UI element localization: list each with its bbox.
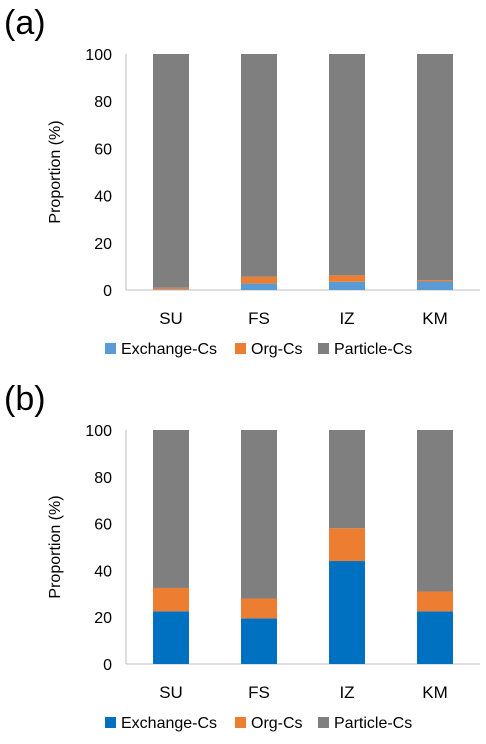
chart-panel-a: (a) 0 20 40 60 80 100 Proportion (%) SU FS IZ KM Exc… xyxy=(4,4,480,358)
y-tick-label: 40 xyxy=(94,189,112,206)
bar-km-exchange-cs xyxy=(417,611,453,664)
bar-iz-exchange-cs xyxy=(329,281,365,290)
bar-iz-particle-cs xyxy=(329,54,365,276)
bar-iz-exchange-cs xyxy=(329,561,365,664)
y-tick-label: 100 xyxy=(85,47,112,64)
chart-panel-b: (b) 0 20 40 60 80 100 Proportion (%) SU FS IZ KM Exc… xyxy=(4,380,480,732)
x-tick-label: SU xyxy=(159,309,183,328)
legend-swatch xyxy=(105,343,116,354)
bar-fs-org-cs xyxy=(241,598,277,619)
bar-su-particle-cs xyxy=(153,430,189,588)
bar-iz-particle-cs xyxy=(329,430,365,529)
y-tick-label: 20 xyxy=(94,610,112,627)
bar-km-org-cs xyxy=(417,591,453,612)
legend-label: Particle-Cs xyxy=(334,715,412,732)
x-tick-label: KM xyxy=(422,683,448,702)
y-tick-label: 100 xyxy=(85,423,112,440)
bar-fs-org-cs xyxy=(241,276,277,284)
legend: Exchange-Cs Org-Cs Particle-Cs xyxy=(105,715,412,732)
y-axis-title: Proportion (%) xyxy=(47,495,64,598)
legend-swatch xyxy=(105,717,116,728)
legend-label: Org-Cs xyxy=(251,341,303,358)
x-tick-label: KM xyxy=(422,309,448,328)
y-tick-label: 40 xyxy=(94,563,112,580)
bar-fs-exchange-cs xyxy=(241,283,277,290)
x-tick-label: IZ xyxy=(339,309,354,328)
x-tick-label: FS xyxy=(248,309,270,328)
bar-iz-org-cs xyxy=(329,275,365,282)
bar-fs-particle-cs xyxy=(241,54,277,277)
legend-label: Exchange-Cs xyxy=(121,715,217,732)
y-tick-label: 60 xyxy=(94,517,112,534)
panel-label: (b) xyxy=(4,380,46,418)
bar-su-org-cs xyxy=(153,287,189,290)
legend-swatch xyxy=(318,343,329,354)
bar-su-particle-cs xyxy=(153,54,189,288)
y-axis-title: Proportion (%) xyxy=(47,120,64,223)
x-tick-label: FS xyxy=(248,683,270,702)
bar-su-exchange-cs xyxy=(153,289,189,290)
bar-km-org-cs xyxy=(417,280,453,282)
bar-km-particle-cs xyxy=(417,54,453,281)
y-tick-label: 0 xyxy=(103,283,112,300)
bar-iz-org-cs xyxy=(329,528,365,562)
legend-label: Particle-Cs xyxy=(334,341,412,358)
y-tick-label: 60 xyxy=(94,141,112,158)
bar-su-org-cs xyxy=(153,587,189,612)
y-tick-label: 0 xyxy=(103,657,112,674)
panel-label: (a) xyxy=(4,4,46,42)
bar-km-particle-cs xyxy=(417,430,453,592)
legend-label: Exchange-Cs xyxy=(121,341,217,358)
bar-su-exchange-cs xyxy=(153,611,189,664)
bar-km-exchange-cs xyxy=(417,281,453,290)
x-tick-label: IZ xyxy=(339,683,354,702)
legend: Exchange-Cs Org-Cs Particle-Cs xyxy=(105,341,412,358)
legend-swatch xyxy=(318,717,329,728)
bar-fs-exchange-cs xyxy=(241,618,277,664)
legend-swatch xyxy=(235,343,246,354)
y-tick-label: 80 xyxy=(94,470,112,487)
legend-label: Org-Cs xyxy=(251,715,303,732)
bar-fs-particle-cs xyxy=(241,430,277,599)
legend-swatch xyxy=(235,717,246,728)
y-tick-label: 20 xyxy=(94,236,112,253)
y-tick-label: 80 xyxy=(94,94,112,111)
x-tick-label: SU xyxy=(159,683,183,702)
